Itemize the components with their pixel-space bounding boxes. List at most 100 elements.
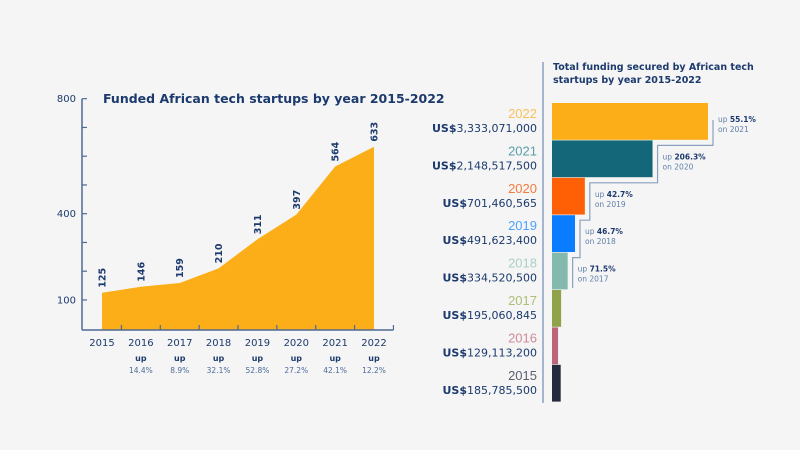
growth-prefix: up <box>291 354 303 363</box>
growth-prefix: up <box>213 354 225 363</box>
bar-2021 <box>552 140 653 178</box>
y-tick-label: 100 <box>57 295 76 306</box>
currency-prefix: US$ <box>443 384 468 397</box>
data-label: 397 <box>292 190 303 210</box>
annotation-suffix: on 2019 <box>595 200 626 209</box>
currency-prefix: US$ <box>443 309 468 322</box>
bar-2017 <box>552 290 562 327</box>
growth-prefix: up <box>252 354 264 363</box>
bar-2016 <box>552 327 559 365</box>
growth-percent: 52.8% <box>246 366 270 375</box>
bar-year-label: 2016 <box>508 330 537 345</box>
bar-chart-title-line-1: Total funding secured by African tech <box>553 62 754 73</box>
amount-value: 3,333,071,000 <box>457 122 537 135</box>
bar-amount-label: US$2,148,517,500 <box>432 159 537 172</box>
annotation-prefix: up <box>595 190 607 199</box>
annotation-percent: 46.7% <box>597 227 624 236</box>
bar-2019 <box>552 215 576 252</box>
growth-percent: 8.9% <box>170 366 189 375</box>
annotation-suffix: on 2020 <box>663 162 694 171</box>
growth-prefix: up <box>174 354 186 363</box>
growth-prefix: up <box>329 354 341 363</box>
bar-amount-label: US$129,113,200 <box>443 346 538 359</box>
bar-year-label: 2017 <box>508 293 537 308</box>
currency-prefix: US$ <box>432 122 457 135</box>
bar-year-label: 2021 <box>508 143 537 158</box>
annotation-prefix: up <box>585 227 597 236</box>
bar-chart-title-line-2: startups by year 2015-2022 <box>553 75 702 86</box>
startups-area-chart: Funded African tech startups by year 201… <box>57 91 445 375</box>
bar-2020 <box>552 177 585 215</box>
bar-year-label: 2020 <box>508 181 537 196</box>
x-tick-label: 2017 <box>167 338 192 349</box>
growth-prefix: up <box>368 354 380 363</box>
currency-prefix: US$ <box>443 234 468 247</box>
bar-amount-label: US$195,060,845 <box>443 309 538 322</box>
growth-percent: 27.2% <box>284 366 308 375</box>
x-tick-label: 2020 <box>284 338 309 349</box>
growth-prefix: up <box>135 354 147 363</box>
bar-year-label: 2015 <box>508 368 537 383</box>
annotation-suffix: on 2017 <box>578 275 609 284</box>
funding-bar-chart: Total funding secured by African tech st… <box>432 62 756 402</box>
annotation-prefix: up <box>578 265 590 274</box>
annotation-connector <box>572 120 714 288</box>
x-tick-label: 2019 <box>245 338 270 349</box>
x-tick-label: 2022 <box>361 338 386 349</box>
annotation-percent: 206.3% <box>674 152 706 161</box>
bar-amount-label: US$3,333,071,000 <box>432 122 537 135</box>
annotation-percent: 42.7% <box>607 190 634 199</box>
data-label: 633 <box>370 122 381 142</box>
bar-amount-label: US$185,785,500 <box>443 384 538 397</box>
data-label: 159 <box>175 258 186 278</box>
annotation-prefix: up <box>663 152 675 161</box>
data-label: 125 <box>98 268 109 288</box>
data-label: 564 <box>331 141 342 161</box>
bar-amount-label: US$334,520,500 <box>443 272 538 285</box>
growth-percent: 14.4% <box>129 366 153 375</box>
currency-prefix: US$ <box>443 197 468 210</box>
area-chart-title: Funded African tech startups by year 201… <box>103 91 445 106</box>
annotation-growth: up 42.7% <box>595 190 633 199</box>
amount-value: 2,148,517,500 <box>457 159 537 172</box>
bar-2018 <box>552 252 568 290</box>
annotation-suffix: on 2021 <box>718 125 749 134</box>
currency-prefix: US$ <box>443 346 468 359</box>
annotation-growth: up 55.1% <box>718 115 756 124</box>
annotation-percent: 55.1% <box>730 115 757 124</box>
bar-2015 <box>552 364 561 402</box>
amount-value: 701,460,565 <box>467 197 537 210</box>
y-tick-label: 800 <box>57 94 76 105</box>
annotation-suffix: on 2018 <box>585 237 616 246</box>
growth-percent: 42.1% <box>323 366 347 375</box>
data-label: 311 <box>253 214 264 234</box>
annotation-percent: 71.5% <box>590 265 617 274</box>
x-tick-label: 2021 <box>322 338 347 349</box>
area-fill <box>102 146 375 330</box>
annotation-growth: up 71.5% <box>578 265 616 274</box>
bar-year-label: 2018 <box>508 256 537 271</box>
amount-value: 195,060,845 <box>467 309 537 322</box>
growth-percent: 12.2% <box>362 366 386 375</box>
amount-value: 129,113,200 <box>467 346 537 359</box>
x-tick-label: 2015 <box>89 338 114 349</box>
amount-value: 491,623,400 <box>467 234 537 247</box>
bar-amount-label: US$491,623,400 <box>443 234 538 247</box>
bar-year-label: 2022 <box>508 106 537 121</box>
currency-prefix: US$ <box>432 159 457 172</box>
annotation-prefix: up <box>718 115 730 124</box>
data-label: 210 <box>214 243 225 263</box>
x-tick-label: 2018 <box>206 338 231 349</box>
currency-prefix: US$ <box>443 272 468 285</box>
amount-value: 334,520,500 <box>467 272 537 285</box>
bar-year-label: 2019 <box>508 218 537 233</box>
growth-percent: 32.1% <box>207 366 231 375</box>
x-tick-label: 2016 <box>128 338 153 349</box>
y-tick-label: 400 <box>57 209 76 220</box>
data-label: 146 <box>136 262 147 282</box>
bar-amount-label: US$701,460,565 <box>443 197 538 210</box>
amount-value: 185,785,500 <box>467 384 537 397</box>
annotation-growth: up 206.3% <box>663 152 707 161</box>
annotation-growth: up 46.7% <box>585 227 623 236</box>
